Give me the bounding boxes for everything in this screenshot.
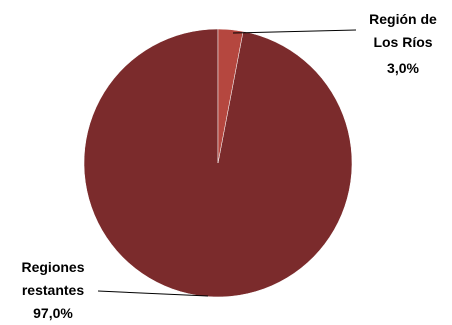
slice-value-label: 97,0%	[33, 305, 73, 321]
pie-slice	[217, 28, 244, 164]
leader-line	[97, 290, 209, 297]
slice-label: Región de Los Ríos	[369, 11, 437, 50]
slice-label: Regiones restantes	[21, 259, 85, 298]
slice-value-label: 3,0%	[387, 60, 419, 76]
leader-line	[232, 29, 357, 34]
